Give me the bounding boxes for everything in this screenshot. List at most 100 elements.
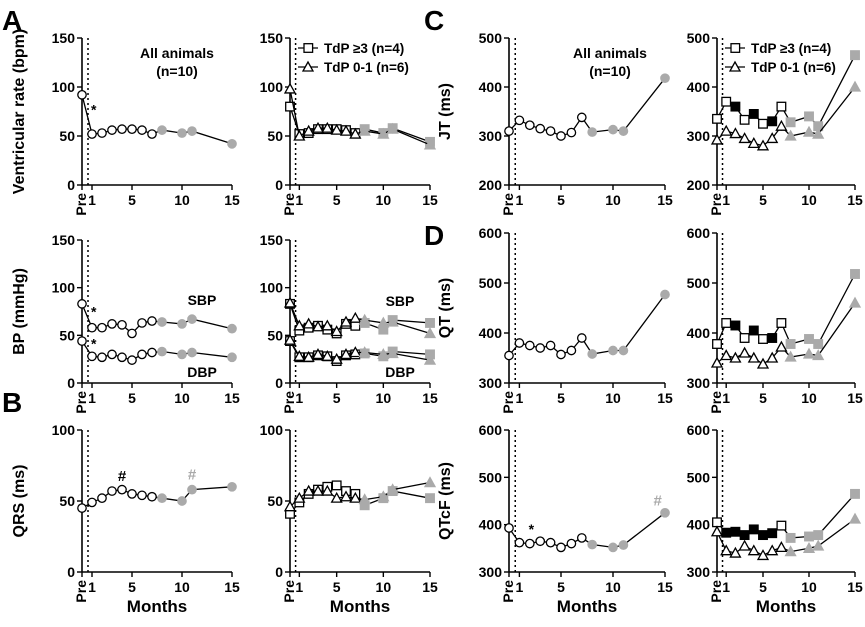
data-point [107, 349, 117, 360]
data-point [285, 101, 295, 112]
data-point [137, 318, 147, 328]
y-tick-label: 100 [52, 79, 76, 95]
data-point [77, 89, 87, 100]
y-tick-label: 0 [67, 564, 75, 580]
significance-star: * [91, 101, 97, 117]
data-point [766, 544, 779, 556]
data-point [545, 126, 556, 136]
data-point [776, 520, 787, 531]
y-tick-label: 150 [52, 30, 76, 46]
x-tick-label: 15 [224, 579, 240, 595]
data-point [77, 299, 87, 309]
y-tick-label: 500 [479, 30, 503, 46]
data-point [729, 351, 742, 363]
panel-letter-d: D [424, 220, 444, 251]
data-point [321, 319, 334, 331]
y-axis-label: JT (ms) [437, 83, 454, 140]
data-point [712, 517, 722, 528]
data-point [87, 129, 97, 139]
data-point [137, 125, 147, 135]
legend-label: TdP ≥3 (n=4) [751, 41, 831, 56]
y-axis-label: Ventricular rate (bpm) [11, 29, 28, 194]
annotation-line-2: (n=10) [156, 63, 198, 79]
data-point [739, 530, 750, 541]
data-point [227, 352, 237, 363]
data-point [748, 109, 759, 119]
legend-label: TdP 0-1 (n=6) [751, 60, 836, 75]
x-tick-label: Pre [281, 391, 297, 414]
data-point [386, 347, 399, 359]
data-point [576, 112, 587, 123]
data-point [721, 527, 732, 538]
data-point [556, 542, 566, 553]
data-point [87, 322, 97, 333]
x-tick-label: 5 [333, 390, 341, 406]
data-point [812, 127, 825, 139]
y-tick-label: 150 [52, 232, 76, 248]
legend-marker [730, 43, 741, 53]
data-point [187, 347, 197, 358]
x-tick-label: 5 [128, 390, 136, 406]
y-axis-label: QRS (ms) [11, 465, 28, 538]
y-tick-label: 600 [479, 225, 503, 241]
data-point [87, 351, 97, 362]
data-point [330, 352, 343, 364]
data-point [147, 347, 157, 358]
data-point [358, 346, 371, 358]
data-point [349, 311, 362, 323]
data-point [283, 333, 297, 345]
data-point [766, 351, 779, 363]
data-point [293, 349, 306, 361]
data-point [311, 121, 325, 133]
data-point [730, 320, 741, 331]
x-tick-label: 10 [801, 390, 817, 406]
x-tick-label: 10 [174, 192, 190, 208]
data-point [618, 540, 629, 550]
y-tick-label: 500 [687, 275, 711, 291]
data-point [147, 316, 157, 326]
y-tick-label: 300 [687, 375, 711, 391]
data-point [377, 316, 390, 328]
y-axis-label: QT (ms) [437, 278, 454, 338]
x-tick-label: 1 [88, 390, 96, 406]
data-point [776, 101, 787, 112]
hash-marker: # [188, 467, 197, 484]
data-point [747, 137, 760, 148]
data-point [766, 132, 779, 144]
data-point [514, 338, 525, 348]
data-point [848, 512, 862, 524]
data-point [386, 315, 399, 327]
data-point [710, 133, 724, 145]
data-point [227, 323, 237, 334]
y-tick-label: 500 [687, 30, 711, 46]
x-tick-label: 5 [128, 579, 136, 595]
data-point [730, 526, 741, 537]
data-point [710, 525, 724, 537]
data-point [775, 541, 788, 553]
data-point [377, 490, 390, 502]
data-point [147, 129, 157, 139]
data-point [339, 490, 353, 502]
x-tick-label: 5 [759, 192, 767, 208]
data-point [386, 483, 399, 495]
data-point [813, 530, 824, 541]
data-point [618, 345, 629, 356]
data-point [107, 319, 117, 329]
data-point [504, 126, 514, 136]
data-point [227, 138, 237, 149]
data-point [729, 546, 742, 558]
data-point [330, 491, 343, 503]
data-point [729, 127, 742, 139]
data-point [848, 296, 862, 308]
significance-star: * [529, 521, 535, 537]
data-point [293, 491, 306, 503]
data-point [812, 539, 825, 551]
data-point [804, 334, 814, 344]
data-point [739, 333, 750, 343]
data-point [767, 333, 778, 343]
x-tick-label: 10 [801, 192, 817, 208]
x-tick-label: 10 [801, 579, 817, 595]
data-point [850, 50, 860, 61]
